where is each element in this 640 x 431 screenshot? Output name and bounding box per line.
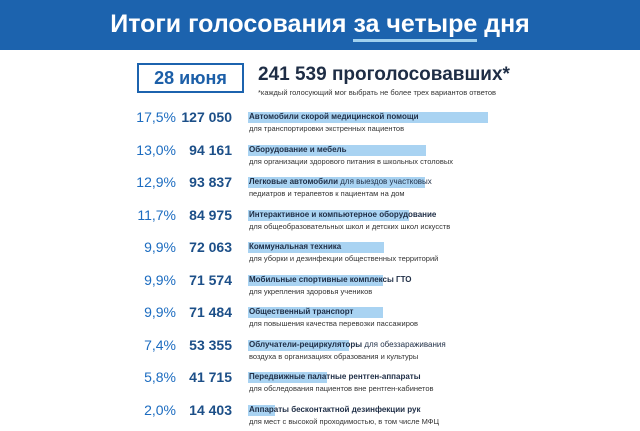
votes-label: 127 050 xyxy=(181,109,232,125)
votes-label: 14 403 xyxy=(189,401,232,418)
title-banner: Итоги голосования за четыре дня xyxy=(0,0,640,50)
title-part-2: дня xyxy=(477,10,530,38)
option-description: педиатров и терапевтов к пациентам на до… xyxy=(249,189,405,198)
result-row: 13,0% 94 161 Оборудование и мебель для орга… xyxy=(0,141,640,171)
percent-label: 5,8% xyxy=(144,369,176,385)
votes-label: 94 161 xyxy=(189,141,232,158)
option-name: Облучатели-рециркуляторы для обеззаражив… xyxy=(249,339,446,351)
percent-label: 11,7% xyxy=(137,206,176,223)
option-title-rest: для обеззараживания xyxy=(362,339,446,349)
result-bar xyxy=(248,372,327,383)
option-title: Оборудование и мебель xyxy=(249,144,347,154)
result-row: 9,9% 72 063 Коммунальная техника для уборки… xyxy=(0,238,640,268)
result-bar xyxy=(248,177,425,188)
votes-label: 71 484 xyxy=(189,304,232,320)
option-description: для уборки и дезинфекции общественных те… xyxy=(249,254,439,263)
option-title: Аппараты бесконтактной дезинфекции рук xyxy=(249,404,421,414)
option-name: Мобильные спортивные комплексы ГТО xyxy=(249,274,412,286)
result-bar xyxy=(248,242,384,253)
option-title: Облучатели-рециркуляторы xyxy=(249,339,363,349)
percent-label: 13,0% xyxy=(136,141,176,158)
option-name: Автомобили скорой медицинской помощи xyxy=(249,111,419,123)
page-title: Итоги голосования за четыре дня xyxy=(0,0,640,50)
option-description: воздуха в организациях образования и кул… xyxy=(249,351,419,361)
percent-label: 9,9% xyxy=(144,271,176,288)
percent-label: 9,9% xyxy=(144,304,176,320)
votes-label: 53 355 xyxy=(189,336,232,353)
option-name: Коммунальная техника xyxy=(249,241,341,253)
percent-label: 7,4% xyxy=(144,336,176,353)
result-row: 9,9% 71 484 Общественный транспорт для повы… xyxy=(0,303,640,333)
option-name: Легковые автомобили для выездов участков… xyxy=(249,176,432,188)
result-row: 7,4% 53 355 Облучатели-рециркуляторы для о… xyxy=(0,336,640,366)
option-title: Общественный транспорт xyxy=(249,307,354,316)
votes-label: 71 574 xyxy=(189,271,232,288)
option-title-rest: для выездов участковых xyxy=(338,177,432,186)
option-description: для мест с высокой проходимостью, в том … xyxy=(249,416,440,426)
option-description: для организации здорового питания в школ… xyxy=(249,156,453,166)
votes-label: 84 975 xyxy=(189,206,232,223)
option-description: для укрепления здоровья учеников xyxy=(249,286,373,296)
result-row: 9,9% 71 574 Мобильные спортивные комплексы… xyxy=(0,271,640,301)
option-title: Автомобили скорой медицинской помощи xyxy=(249,112,419,121)
option-description: для повышения качества перевозки пассажи… xyxy=(249,319,419,328)
option-title: Передвижные палатные рентген-аппараты xyxy=(249,372,421,381)
result-row: 2,0% 14 403 Аппараты бесконтактной дезинфе… xyxy=(0,401,640,431)
percent-label: 9,9% xyxy=(144,239,176,255)
votes-label: 93 837 xyxy=(189,174,232,190)
title-highlight: за четыре xyxy=(353,10,478,42)
result-bar xyxy=(248,144,426,156)
result-bar xyxy=(248,209,409,221)
votes-label: 72 063 xyxy=(189,239,232,255)
option-name: Оборудование и мебель xyxy=(249,144,347,156)
option-name: Общественный транспорт xyxy=(249,306,353,318)
result-row: 12,9% 93 837 Легковые автомобили для выезд… xyxy=(0,173,640,203)
footnote: *каждый голосующий мог выбрать не более … xyxy=(258,88,497,97)
result-bar xyxy=(248,274,383,286)
option-name: Передвижные палатные рентген-аппараты xyxy=(249,371,421,383)
percent-label: 12,9% xyxy=(136,174,176,190)
option-name: Интерактивное и компьютерное оборудовани… xyxy=(249,209,436,221)
result-bar xyxy=(248,339,349,351)
option-description: для транспортировки экстренных пациентов xyxy=(249,124,405,133)
result-bar xyxy=(248,307,383,318)
option-title: Интерактивное и компьютерное оборудовани… xyxy=(249,209,437,219)
option-title: Легковые автомобили xyxy=(249,177,339,186)
title-part-1: Итоги голосования xyxy=(110,10,354,38)
result-row: 5,8% 41 715 Передвижные палатные рентген-а… xyxy=(0,368,640,398)
result-row: 17,5% 127 050 Автомобили скорой медицинско… xyxy=(0,108,640,138)
percent-label: 2,0% xyxy=(144,401,176,418)
total-voters: 241 539 проголосовавших* xyxy=(258,64,510,85)
result-bar xyxy=(248,404,275,416)
option-title: Коммунальная техника xyxy=(249,242,342,251)
option-name: Аппараты бесконтактной дезинфекции рук xyxy=(249,404,421,416)
percent-label: 17,5% xyxy=(136,109,176,125)
option-title: Мобильные спортивные комплексы ГТО xyxy=(249,274,412,284)
option-description: для обследования пациентов вне рентген-к… xyxy=(249,384,434,393)
date-badge: 28 июня xyxy=(137,63,244,93)
option-description: для общеобразовательных школ и детских ш… xyxy=(249,221,451,231)
result-bar xyxy=(248,112,488,123)
votes-label: 41 715 xyxy=(189,369,232,385)
result-row: 11,7% 84 975 Интерактивное и компьютерное … xyxy=(0,206,640,236)
